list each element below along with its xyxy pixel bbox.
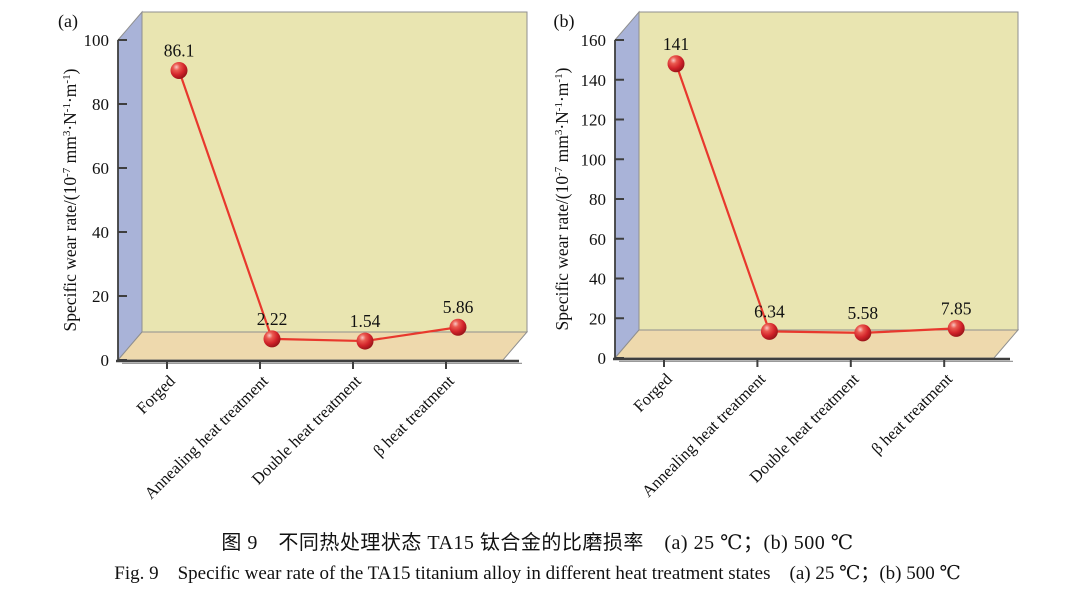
y-tick-label: 0 [598, 349, 607, 368]
data-point [667, 55, 685, 73]
caption-english: Fig. 9 Specific wear rate of the TA15 ti… [114, 563, 961, 584]
data-point [947, 319, 965, 337]
y-tick-label: 0 [101, 351, 110, 370]
data-point-label: 86.1 [164, 40, 195, 60]
y-tick-label: 120 [581, 111, 607, 130]
category-label: Forged [133, 371, 180, 418]
y-tick-label: 40 [92, 223, 109, 242]
y-tick-label: 140 [581, 71, 607, 90]
category-label: β heat treatment [369, 371, 458, 460]
panel-label: (b) [554, 11, 575, 32]
data-point-label: 5.58 [847, 303, 878, 323]
floor [116, 331, 529, 361]
data-line [177, 70, 459, 343]
data-point [854, 324, 872, 342]
side-wall [117, 10, 143, 362]
y-axis-title: Specific wear rate/(10-7 mm3·N-1·m-1) [60, 68, 80, 331]
category-label: β heat treatment [867, 369, 956, 458]
back-wall [141, 11, 528, 333]
y-axis-title: Specific wear rate/(10-7 mm3·N-1·m-1) [552, 67, 572, 330]
y-tick-label: 100 [84, 31, 110, 50]
data-point-label: 1.54 [350, 311, 381, 331]
y-tick-label: 160 [581, 31, 607, 50]
y-tick-label: 20 [589, 309, 606, 328]
y-tick-label: 80 [92, 95, 109, 114]
data-point-label: 2.22 [257, 309, 288, 329]
caption-chinese: 图 9 不同热处理状态 TA15 钛合金的比磨损率 (a) 25 ℃；(b) 5… [221, 532, 854, 554]
data-point [356, 332, 374, 350]
category-label: Forged [630, 369, 677, 416]
data-point [263, 330, 281, 348]
y-tick-label: 100 [581, 150, 607, 169]
y-tick-label: 80 [589, 190, 606, 209]
back-wall [638, 11, 1019, 331]
data-point [449, 318, 467, 336]
data-line [674, 63, 957, 335]
y-tick-label: 40 [589, 270, 606, 289]
data-point-label: 7.85 [941, 298, 972, 318]
data-point-label: 5.86 [443, 297, 474, 317]
side-wall [614, 10, 640, 360]
data-point [170, 61, 188, 79]
y-tick-label: 60 [92, 159, 109, 178]
data-point [760, 322, 778, 340]
data-point-label: 141 [663, 34, 689, 54]
y-tick-label: 60 [589, 230, 606, 249]
y-tick-label: 20 [92, 287, 109, 306]
panel-label: (a) [58, 11, 78, 32]
data-point-label: 6.34 [754, 301, 785, 321]
